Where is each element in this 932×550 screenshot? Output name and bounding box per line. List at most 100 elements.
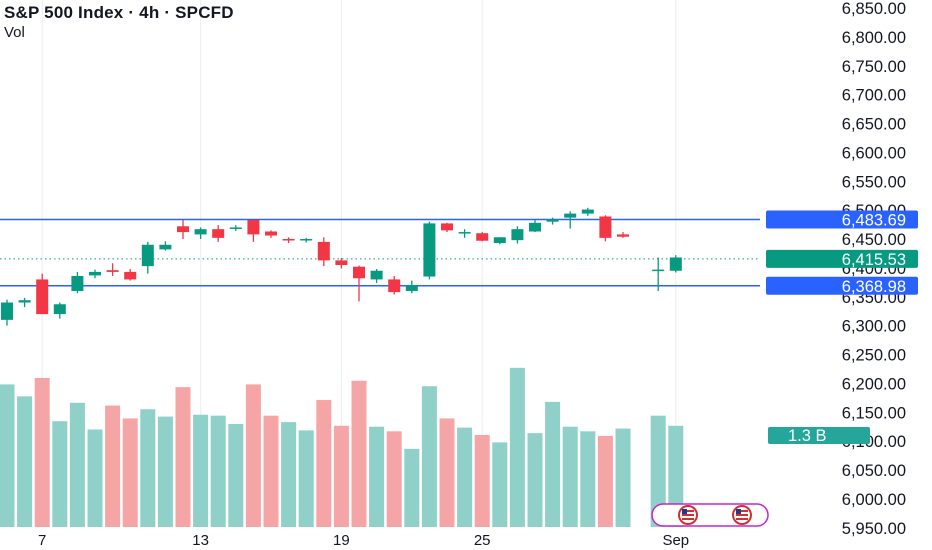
candle[interactable] — [529, 219, 541, 233]
candle[interactable] — [546, 217, 559, 225]
candle-body — [441, 223, 453, 231]
date-tick-label: Sep — [662, 532, 689, 549]
support-tag: 6,368.98 — [766, 276, 918, 296]
symbol-title[interactable]: S&P 500 Index · 4h · SPCFD — [4, 3, 234, 22]
candle-body — [106, 270, 119, 272]
candle[interactable] — [194, 227, 207, 239]
candle-body — [458, 232, 471, 234]
candle-body — [124, 271, 137, 280]
candle-body — [317, 241, 330, 261]
price-tick-label: 6,050.00 — [842, 462, 906, 480]
price-tick-label: 6,650.00 — [842, 116, 906, 134]
candle[interactable] — [247, 219, 260, 242]
volume-bar — [386, 431, 402, 527]
resistance-tag-text: 6,483.69 — [842, 212, 906, 230]
candle[interactable] — [458, 229, 471, 238]
support-tag-text: 6,368.98 — [842, 278, 906, 296]
candle[interactable] — [405, 280, 418, 294]
candle[interactable] — [141, 241, 154, 274]
candle[interactable] — [511, 226, 524, 244]
candle[interactable] — [617, 232, 629, 238]
volume-bars — [0, 367, 684, 527]
candles[interactable] — [1, 207, 682, 326]
candle-body — [493, 237, 506, 244]
volume-bar — [527, 433, 543, 527]
price-tags: 6,483.69 6,368.98 6,415.53 1.3 B — [766, 210, 918, 445]
volume-bar — [105, 405, 121, 527]
volume-bar — [474, 435, 490, 527]
candle[interactable] — [669, 255, 682, 273]
candle-body — [353, 266, 365, 279]
candle[interactable] — [89, 269, 101, 279]
candle[interactable] — [53, 302, 66, 319]
volume-bar — [245, 384, 261, 527]
date-tick-label: 13 — [192, 532, 209, 549]
volume-bar — [34, 377, 50, 527]
volume-bar — [122, 418, 138, 527]
price-tick-label: 6,200.00 — [842, 375, 906, 393]
candle[interactable] — [335, 258, 348, 269]
candle-body — [18, 300, 31, 303]
candle-body — [212, 229, 225, 238]
candle[interactable] — [1, 299, 13, 326]
horizontal-levels[interactable] — [0, 218, 760, 287]
candle[interactable] — [388, 275, 401, 295]
volume-bar — [228, 423, 244, 527]
candle[interactable] — [476, 232, 489, 242]
candle[interactable] — [441, 222, 453, 233]
candle[interactable] — [353, 265, 365, 302]
candle[interactable] — [300, 237, 313, 243]
candle-body — [669, 257, 682, 271]
candle[interactable] — [493, 237, 506, 245]
volume-bar — [668, 425, 684, 527]
candle-body — [476, 233, 489, 241]
candle[interactable] — [423, 221, 436, 280]
candle[interactable] — [71, 271, 84, 294]
flag-stripe — [736, 514, 748, 516]
price-tick-label: 6,250.00 — [842, 347, 906, 365]
candle-body — [36, 279, 49, 315]
candle[interactable] — [36, 273, 49, 315]
candle-body — [529, 222, 541, 232]
volume-bar — [369, 426, 385, 527]
volume-bar — [545, 401, 561, 527]
candle[interactable] — [124, 269, 137, 281]
candle-body — [177, 226, 189, 233]
candle[interactable] — [212, 225, 225, 242]
candle[interactable] — [282, 237, 295, 244]
price-tick-label: 6,850.00 — [842, 0, 906, 18]
candle[interactable] — [229, 225, 242, 231]
last-price-tag-text: 6,415.53 — [842, 251, 906, 269]
candle[interactable] — [106, 263, 119, 276]
price-tick-label: 6,700.00 — [842, 87, 906, 105]
candle[interactable] — [564, 211, 577, 229]
candle[interactable] — [177, 219, 189, 239]
time-axis[interactable]: 7 13 19 25 Sep — [38, 532, 689, 549]
volume-bar — [157, 416, 173, 527]
candle[interactable] — [317, 237, 330, 267]
candle[interactable] — [159, 241, 172, 251]
price-tick-label: 6,550.00 — [842, 173, 906, 191]
date-tick-label: 7 — [38, 532, 46, 549]
flag-canton — [736, 509, 741, 514]
candle[interactable] — [581, 207, 594, 216]
price-tick-label: 6,800.00 — [842, 29, 906, 47]
event-flag-icon[interactable] — [651, 503, 769, 527]
candle-body — [423, 223, 436, 277]
volume-bar — [52, 421, 68, 527]
candle[interactable] — [599, 215, 612, 242]
price-tick-label: 6,300.00 — [842, 318, 906, 336]
candle[interactable] — [18, 297, 31, 308]
price-tick-label: 6,600.00 — [842, 144, 906, 162]
candle-body — [564, 213, 577, 218]
volume-bar — [263, 415, 279, 527]
candle[interactable] — [652, 257, 665, 291]
volume-tag: 1.3 B — [768, 427, 870, 445]
volume-label[interactable]: Vol — [4, 24, 25, 41]
candle[interactable] — [265, 230, 277, 238]
candle[interactable] — [370, 269, 383, 283]
volume-bar — [87, 429, 103, 527]
candle-body — [388, 279, 401, 293]
volume-tag-text: 1.3 B — [788, 427, 827, 445]
